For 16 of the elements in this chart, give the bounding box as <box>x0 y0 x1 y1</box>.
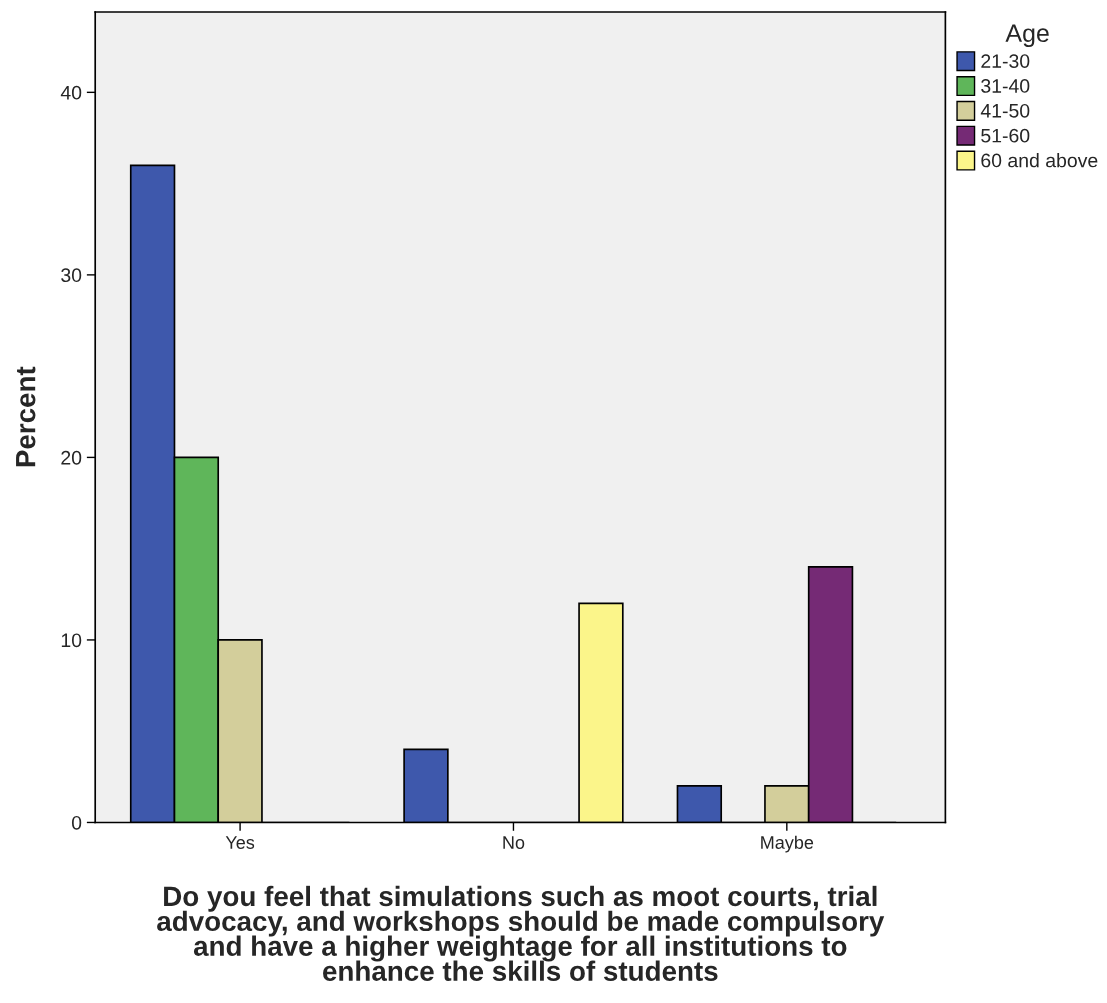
x-tick-label: Maybe <box>761 835 814 853</box>
y-axis-title: Percent <box>16 366 36 467</box>
y-tick-label: 40 <box>60 85 82 100</box>
legend-label: 31-40 <box>981 79 1030 93</box>
legend-label: 51-60 <box>981 128 1030 143</box>
x-tick-label: Yes <box>225 836 255 849</box>
x-tick-label: No <box>503 836 525 849</box>
y-tick-label: 20 <box>61 450 82 465</box>
x-axis-title: Do you feel that simulations such as moot courts, trial advocacy, and workshops should be made compulsory and have a higher weightage for all institutions to enhance the skills of students <box>157 885 885 982</box>
legend-title: Age <box>1005 24 1049 48</box>
y-tick-label: 0 <box>71 815 82 830</box>
legend-label: 41-50 <box>980 103 1030 118</box>
y-tick-label: 30 <box>61 268 82 283</box>
legend-label: 60 and above <box>981 153 1098 168</box>
y-tick-label: 10 <box>61 633 82 648</box>
legend-label: 21-30 <box>981 54 1030 68</box>
